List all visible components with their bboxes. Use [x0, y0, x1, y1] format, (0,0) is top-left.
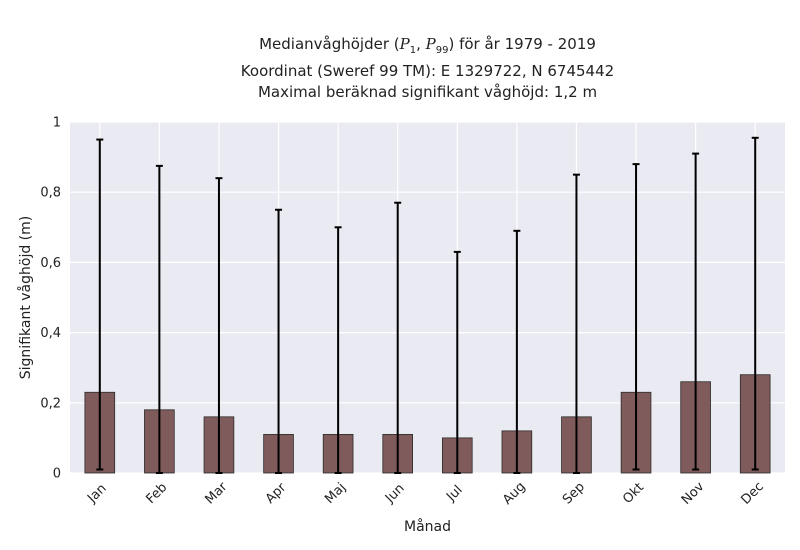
y-tick-label: 0,2 [40, 396, 61, 411]
x-tick-label-nov: Nov [679, 479, 708, 508]
plot-area [70, 122, 785, 473]
title-p99-symbol: P [425, 35, 436, 53]
x-tick-labels: Jan Feb Mar Apr Maj Jun Jul Aug Sep Okt Nov Dec [84, 479, 767, 508]
title-suffix: ) för år 1979 - 2019 [448, 35, 596, 53]
x-tick-label-okt: Okt [620, 480, 647, 507]
title-p1-subscript: 1 [409, 45, 417, 56]
x-tick-label-dec: Dec [739, 479, 767, 507]
y-tick-label: 1 [53, 116, 61, 131]
x-tick-label-mar: Mar [203, 479, 231, 507]
title-prefix: Medianvåghöjder ( [259, 35, 400, 53]
y-tick-labels: 0 0,2 0,4 0,6 0,8 1 [40, 116, 61, 482]
chart-title-line-3: Maximal beräknad signifikant våghöjd: 1,… [257, 83, 598, 101]
chart-title-line-1: Medianvåghöjder (P1, P99) för år 1979 - … [70, 34, 785, 61]
x-axis-label: Månad [404, 518, 451, 535]
x-tick-label-feb: Feb [143, 480, 170, 507]
chart-title-line-2: Koordinat (Sweref 99 TM): E 1329722, N 6… [240, 62, 615, 80]
x-tick-label-maj: Maj [322, 480, 349, 507]
y-tick-label: 0,6 [40, 256, 61, 271]
title-p99-subscript: 99 [435, 45, 449, 56]
x-tick-label-apr: Apr [263, 480, 290, 507]
chart-title: Medianvåghöjder (P1, P99) för år 1979 - … [70, 34, 785, 103]
y-axis-label: Signifikant våghöjd (m) [17, 216, 34, 379]
y-tick-label: 0 [53, 467, 61, 482]
y-tick-label: 0,4 [40, 326, 61, 341]
x-tick-label-aug: Aug [500, 479, 529, 508]
x-tick-label-jan: Jan [84, 481, 109, 506]
x-tick-label-jun: Jun [382, 481, 408, 507]
x-tick-label-sep: Sep [560, 480, 588, 508]
errorbars-group [96, 136, 759, 474]
title-separator: , [416, 35, 426, 53]
x-tick-label-jul: Jul [443, 483, 465, 505]
y-tick-label: 0,8 [40, 186, 61, 201]
title-p1-symbol: P [399, 35, 410, 53]
